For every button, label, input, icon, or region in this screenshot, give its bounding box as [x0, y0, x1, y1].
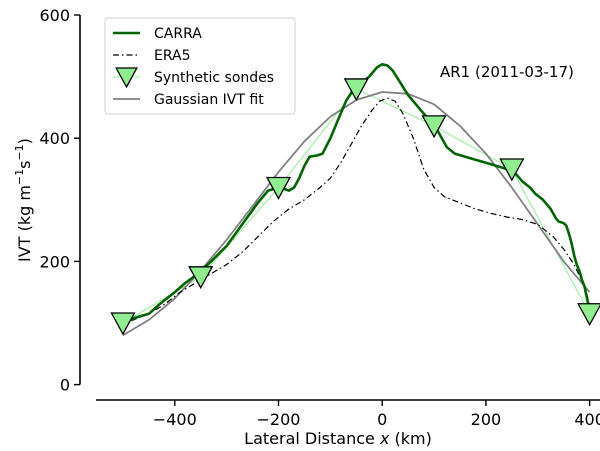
- x-tick-label: 200: [471, 410, 502, 429]
- legend-box: [104, 17, 296, 115]
- axes: 0 200 400 600 −400 −200 0 200 400: [39, 6, 600, 429]
- y-tick-label: 0: [60, 376, 70, 395]
- sonde-marker: [110, 312, 136, 336]
- annotation: AR1 (2011-03-17): [440, 63, 574, 81]
- x-tick-label: 0: [377, 410, 387, 429]
- legend-marker: [115, 67, 138, 89]
- sondes-interp-line: [122, 88, 591, 324]
- y-axis-label: IVT (kg m−1s−1): [13, 138, 34, 262]
- x-tick-label: −400: [153, 410, 197, 429]
- series-carra: [117, 63, 591, 325]
- legend-label: Gaussian IVT fit: [154, 92, 264, 108]
- series-era5: [117, 97, 591, 324]
- x-tick-label: 400: [574, 410, 600, 429]
- sonde-marker: [343, 78, 369, 102]
- sonde-marker: [265, 176, 292, 200]
- plot-area: [110, 63, 600, 337]
- legend: CARRA ERA5 Synthetic sondes Gaussian IVT fi…: [104, 17, 296, 115]
- y-tick-label: 400: [39, 129, 70, 148]
- y-tick-label: 600: [39, 6, 70, 25]
- legend-label: ERA5: [154, 48, 191, 64]
- series-gaussian-ivt-fit: [122, 91, 591, 337]
- sonde-marker: [499, 158, 525, 182]
- sonde-marker: [577, 303, 600, 327]
- x-axis-label: Lateral Distance x (km): [244, 429, 432, 448]
- y-tick-label: 200: [39, 252, 70, 271]
- sonde-marker: [421, 115, 447, 139]
- x-tick-label: −200: [257, 410, 301, 429]
- legend-label: Synthetic sondes: [154, 70, 274, 86]
- sonde-marker: [188, 266, 214, 290]
- legend-label: CARRA: [154, 26, 202, 42]
